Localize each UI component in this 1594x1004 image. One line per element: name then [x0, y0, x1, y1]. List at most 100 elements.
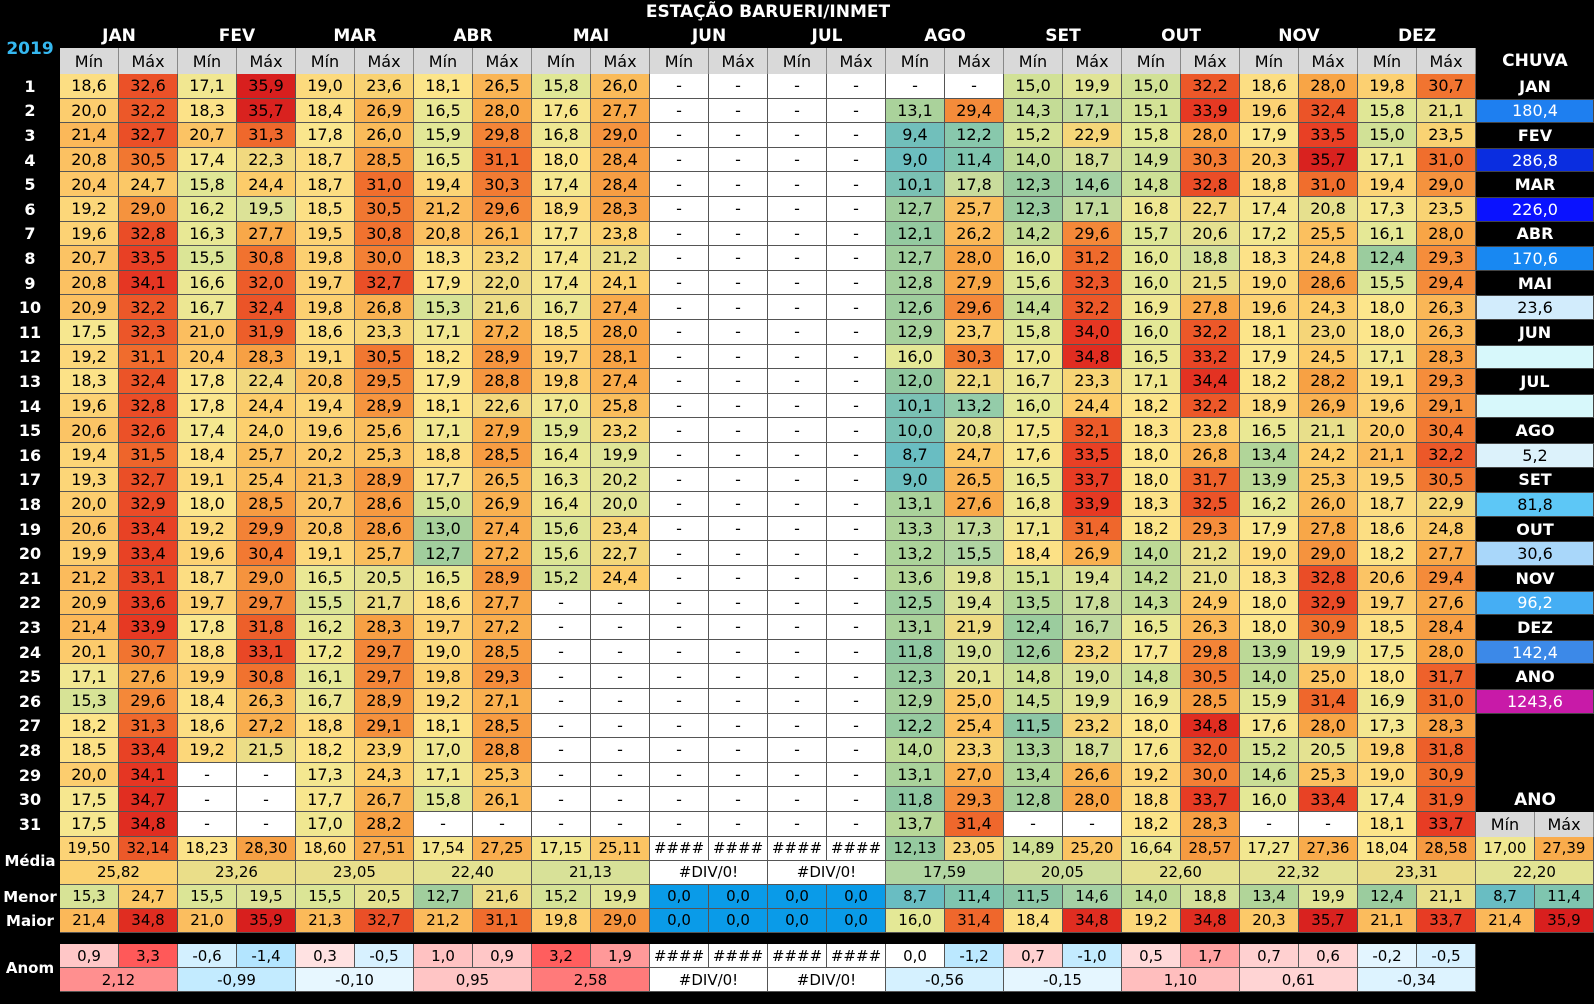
- max-temp-cell[interactable]: 31,7: [1181, 467, 1240, 493]
- max-temp-cell[interactable]: 32,0: [1181, 738, 1240, 763]
- min-temp-cell[interactable]: 19,0: [296, 74, 355, 99]
- max-temp-cell[interactable]: 23,8: [1181, 418, 1240, 443]
- max-temp-cell[interactable]: -: [591, 762, 650, 788]
- min-temp-cell[interactable]: 17,5: [60, 787, 119, 812]
- max-temp-cell[interactable]: 31,7: [1417, 664, 1476, 689]
- min-temp-cell[interactable]: -: [650, 738, 709, 763]
- max-temp-cell[interactable]: 23,6: [355, 74, 414, 99]
- ano-media-min[interactable]: 17,00: [1476, 836, 1535, 861]
- max-temp-cell[interactable]: 34,1: [119, 270, 178, 296]
- min-temp-cell[interactable]: 20,3: [1240, 147, 1299, 173]
- min-temp-cell[interactable]: 18,3: [178, 98, 237, 124]
- max-temp-cell[interactable]: 19,9: [1299, 639, 1358, 665]
- max-temp-cell[interactable]: 30,5: [355, 197, 414, 222]
- min-temp-cell[interactable]: -: [768, 123, 827, 148]
- chuva-value[interactable]: 96,2: [1476, 590, 1594, 616]
- max-temp-cell[interactable]: 32,2: [1417, 443, 1476, 468]
- maior-min-cell[interactable]: 0,0: [768, 908, 827, 933]
- max-temp-cell[interactable]: 33,1: [119, 566, 178, 591]
- maior-max-cell[interactable]: 0,0: [709, 908, 768, 933]
- max-temp-cell[interactable]: 26,8: [355, 295, 414, 320]
- min-temp-cell[interactable]: 19,2: [178, 738, 237, 763]
- max-temp-cell[interactable]: 25,3: [473, 762, 532, 788]
- maior-min-cell[interactable]: 16,0: [886, 908, 945, 933]
- min-temp-cell[interactable]: 16,9: [1122, 295, 1181, 320]
- min-temp-cell[interactable]: 21,4: [60, 615, 119, 640]
- max-temp-cell[interactable]: -: [827, 320, 886, 345]
- max-temp-cell[interactable]: 33,9: [119, 615, 178, 640]
- menor-min-cell[interactable]: 12,7: [414, 884, 473, 909]
- max-temp-cell[interactable]: 32,3: [119, 320, 178, 345]
- min-temp-cell[interactable]: 15,0: [1358, 123, 1417, 148]
- maior-min-cell[interactable]: 0,0: [650, 908, 709, 933]
- max-temp-cell[interactable]: -: [827, 221, 886, 247]
- maior-min-cell[interactable]: 21,2: [414, 908, 473, 933]
- max-temp-cell[interactable]: 29,0: [1299, 541, 1358, 566]
- min-temp-cell[interactable]: 17,3: [296, 762, 355, 788]
- media-max-cell[interactable]: 28,58: [1417, 836, 1476, 861]
- min-temp-cell[interactable]: 19,4: [414, 172, 473, 197]
- min-temp-cell[interactable]: 21,3: [296, 467, 355, 493]
- anom-combined-cell[interactable]: -0,10: [296, 968, 414, 992]
- max-temp-cell[interactable]: 29,0: [237, 566, 296, 591]
- max-temp-cell[interactable]: 33,1: [237, 639, 296, 665]
- media-min-cell[interactable]: 14,89: [1004, 836, 1063, 861]
- min-temp-cell[interactable]: -: [650, 689, 709, 714]
- min-temp-cell[interactable]: 10,0: [886, 418, 945, 443]
- max-temp-cell[interactable]: 25,4: [945, 713, 1004, 739]
- max-temp-cell[interactable]: 29,7: [355, 664, 414, 689]
- media-max-cell[interactable]: 27,51: [355, 836, 414, 861]
- max-temp-cell[interactable]: 32,4: [1299, 98, 1358, 124]
- chuva-value[interactable]: 180,4: [1476, 98, 1594, 124]
- max-temp-cell[interactable]: 31,9: [237, 320, 296, 345]
- max-temp-cell[interactable]: 29,0: [1417, 172, 1476, 197]
- max-temp-cell[interactable]: 33,2: [1181, 344, 1240, 370]
- max-temp-cell[interactable]: 19,4: [945, 590, 1004, 616]
- min-temp-cell[interactable]: 17,5: [60, 812, 119, 837]
- max-temp-cell[interactable]: 34,7: [119, 787, 178, 812]
- max-temp-cell[interactable]: 33,4: [119, 738, 178, 763]
- max-temp-cell[interactable]: 32,2: [1181, 74, 1240, 99]
- min-temp-cell[interactable]: 14,3: [1122, 590, 1181, 616]
- min-temp-cell[interactable]: 19,0: [1240, 541, 1299, 566]
- min-temp-cell[interactable]: 18,8: [178, 639, 237, 665]
- min-temp-cell[interactable]: 20,7: [60, 246, 119, 271]
- max-temp-cell[interactable]: 23,5: [1417, 123, 1476, 148]
- min-temp-cell[interactable]: 12,9: [886, 320, 945, 345]
- max-temp-cell[interactable]: 24,8: [1299, 246, 1358, 271]
- chuva-value[interactable]: [1476, 393, 1594, 419]
- max-temp-cell[interactable]: 29,8: [1181, 639, 1240, 665]
- min-temp-cell[interactable]: 18,9: [532, 197, 591, 222]
- max-temp-cell[interactable]: -: [827, 713, 886, 739]
- min-temp-cell[interactable]: -: [650, 98, 709, 124]
- min-temp-cell[interactable]: 19,2: [60, 197, 119, 222]
- min-temp-cell[interactable]: 12,2: [886, 713, 945, 739]
- ano-media-max[interactable]: 27,39: [1535, 836, 1594, 861]
- min-temp-cell[interactable]: 17,2: [1240, 221, 1299, 247]
- min-temp-cell[interactable]: 19,0: [414, 639, 473, 665]
- min-temp-cell[interactable]: -: [768, 738, 827, 763]
- min-temp-cell[interactable]: -: [532, 787, 591, 812]
- min-temp-cell[interactable]: -: [532, 639, 591, 665]
- max-temp-cell[interactable]: 26,3: [1417, 295, 1476, 320]
- min-temp-cell[interactable]: 17,1: [1122, 369, 1181, 394]
- min-temp-cell[interactable]: -: [650, 197, 709, 222]
- min-temp-cell[interactable]: -: [768, 787, 827, 812]
- min-temp-cell[interactable]: 12,5: [886, 590, 945, 616]
- min-temp-cell[interactable]: 20,0: [1358, 418, 1417, 443]
- max-temp-cell[interactable]: 33,7: [1417, 812, 1476, 837]
- max-temp-cell[interactable]: 28,5: [473, 443, 532, 468]
- min-temp-cell[interactable]: -: [768, 197, 827, 222]
- max-temp-cell[interactable]: -: [709, 689, 768, 714]
- anom-min-cell[interactable]: 0,0: [886, 944, 945, 968]
- min-temp-cell[interactable]: 13,1: [886, 492, 945, 517]
- anom-combined-cell[interactable]: -0,56: [886, 968, 1004, 992]
- media-combined-cell[interactable]: #DIV/0!: [768, 860, 886, 885]
- min-temp-cell[interactable]: 12,3: [1004, 172, 1063, 197]
- max-temp-cell[interactable]: 22,6: [473, 393, 532, 419]
- max-temp-cell[interactable]: 30,9: [1417, 762, 1476, 788]
- min-temp-cell[interactable]: 17,1: [414, 418, 473, 443]
- min-temp-cell[interactable]: -: [650, 344, 709, 370]
- min-temp-cell[interactable]: -: [650, 221, 709, 247]
- anom-min-cell[interactable]: 0,5: [1122, 944, 1181, 968]
